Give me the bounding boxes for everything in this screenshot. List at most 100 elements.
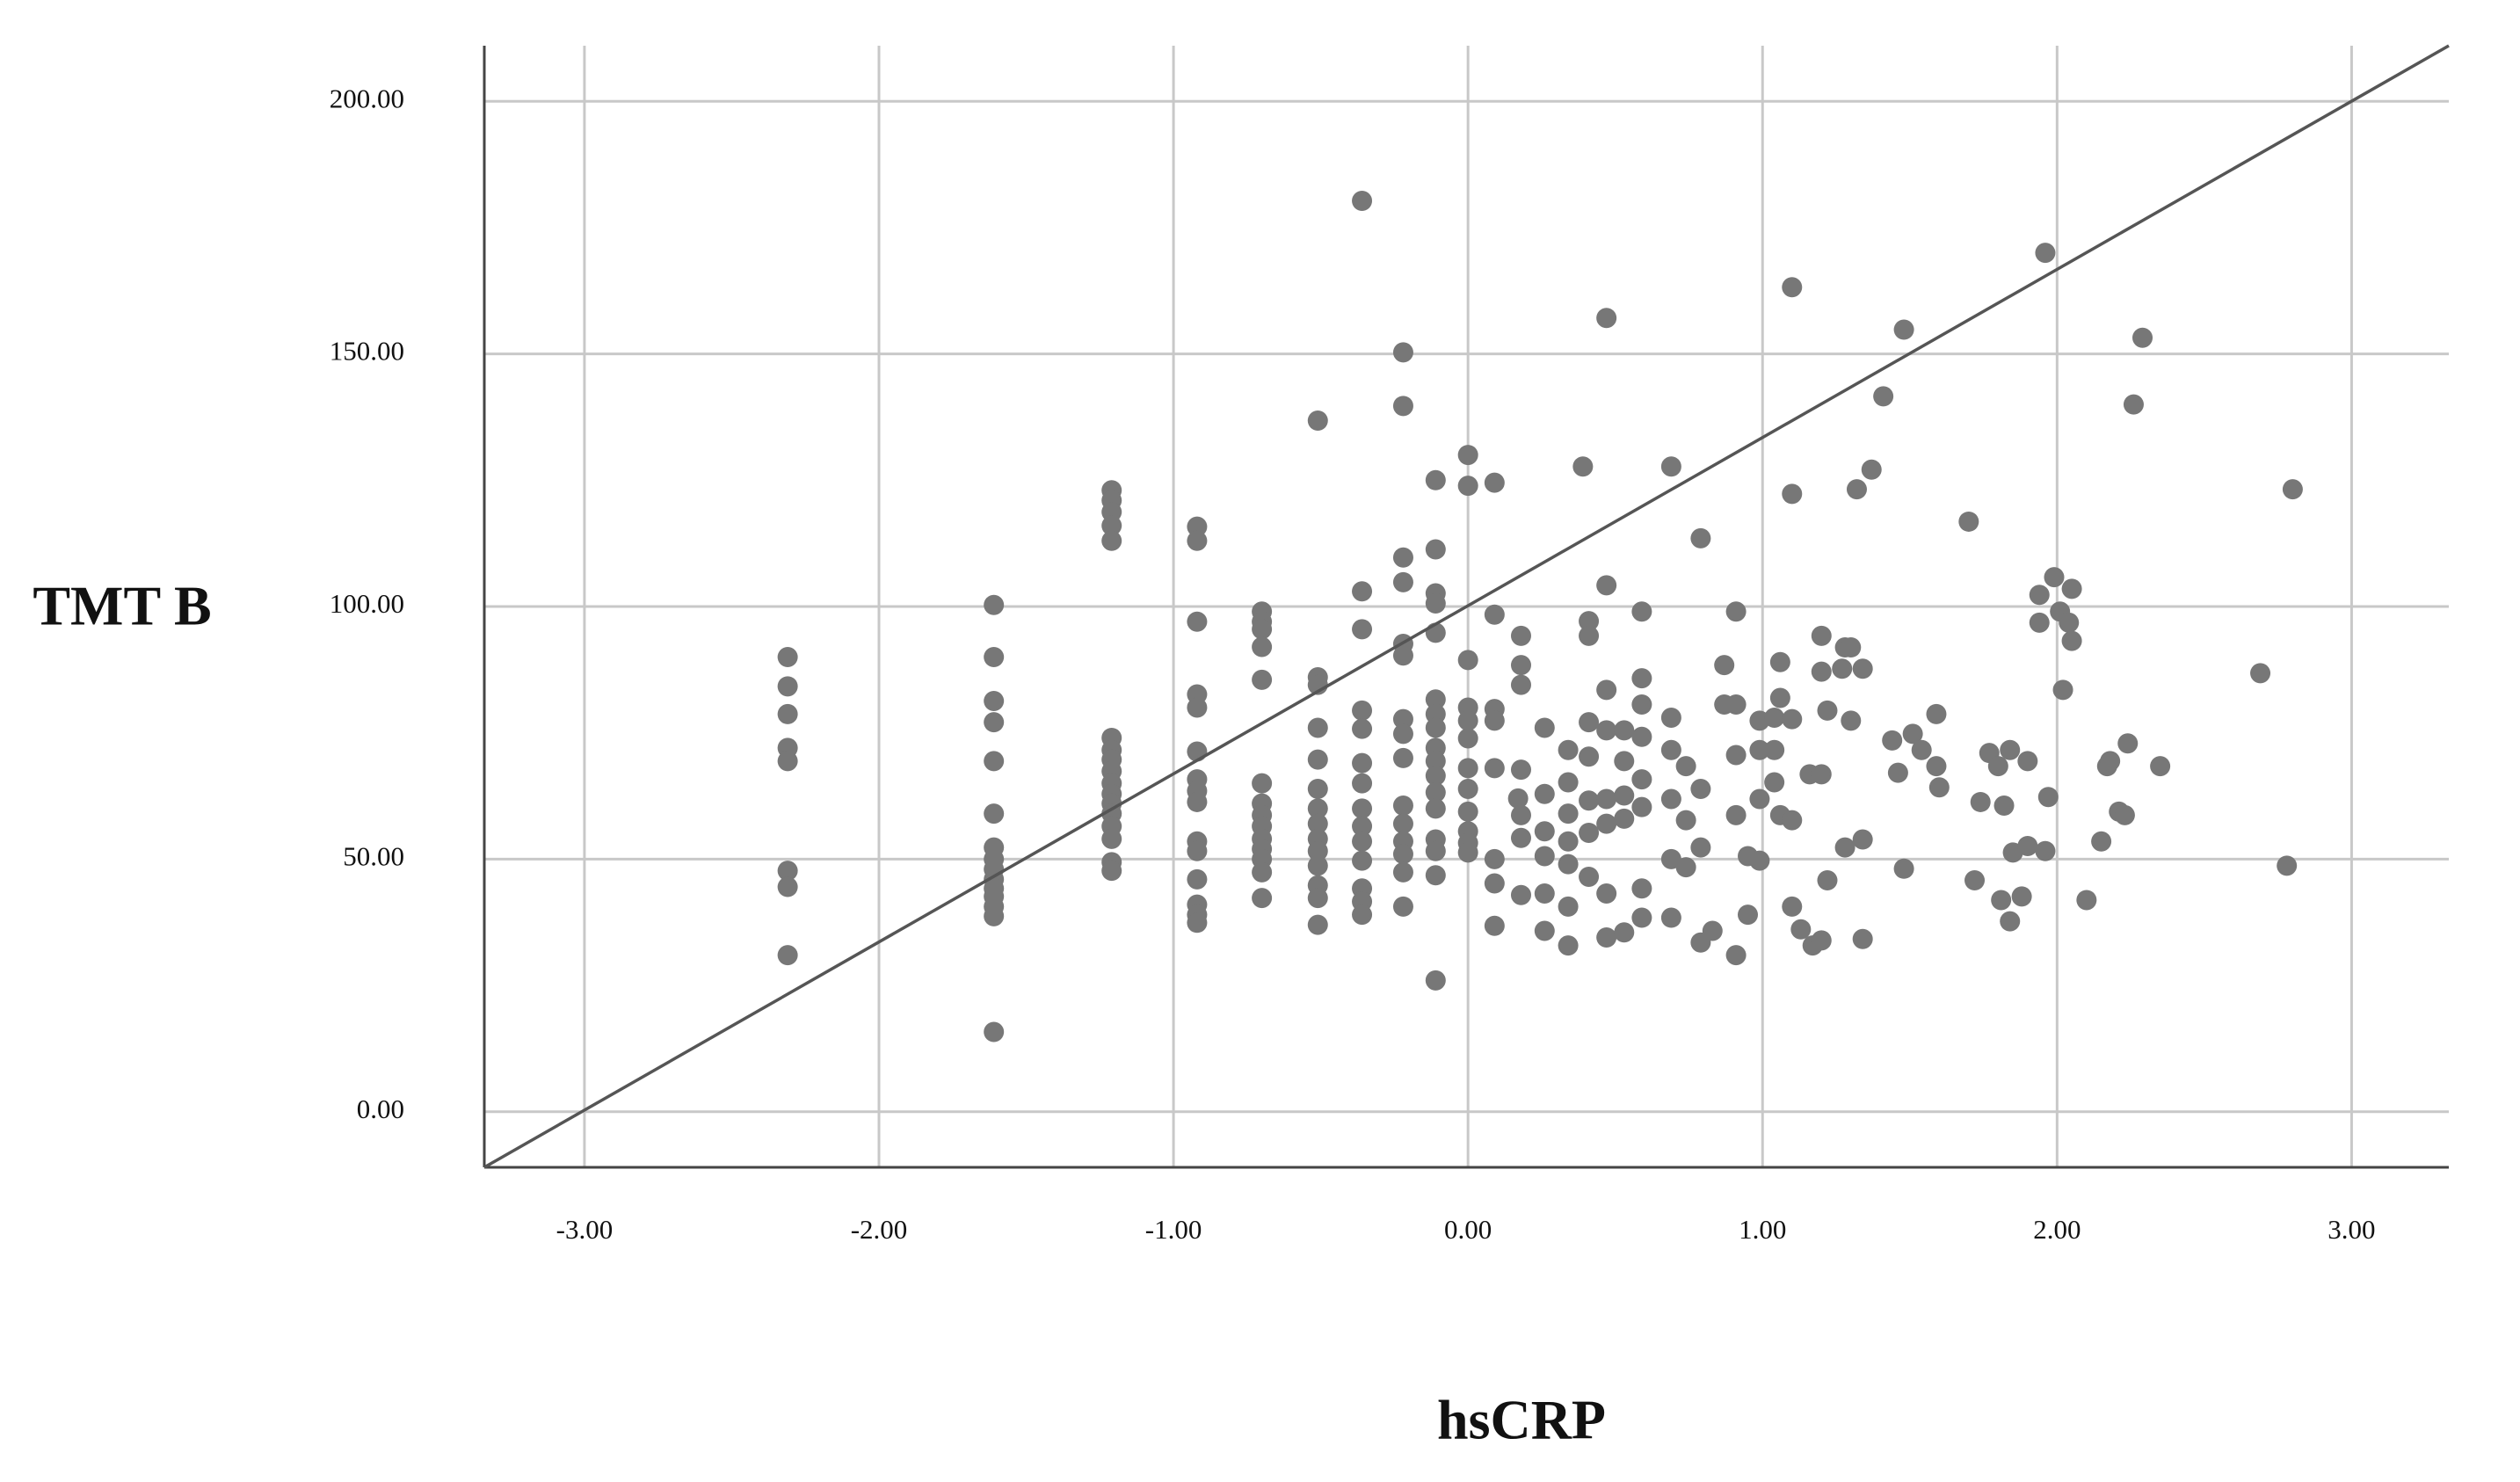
point bbox=[2091, 831, 2112, 852]
point bbox=[2052, 679, 2073, 701]
point bbox=[1252, 669, 1273, 690]
point bbox=[1660, 848, 1681, 869]
point bbox=[1252, 861, 1273, 883]
point bbox=[1660, 456, 1681, 477]
point bbox=[1352, 798, 1373, 819]
point bbox=[1690, 527, 1711, 548]
point bbox=[1534, 846, 1555, 867]
x-tick-label: 3.00 bbox=[2328, 1214, 2375, 1245]
point bbox=[1660, 707, 1681, 728]
point bbox=[2000, 739, 2021, 760]
point bbox=[1579, 746, 1600, 767]
point bbox=[1484, 873, 1505, 894]
point bbox=[1690, 837, 1711, 858]
point bbox=[1425, 840, 1446, 861]
point bbox=[1631, 601, 1652, 622]
point bbox=[1352, 904, 1373, 926]
point bbox=[1187, 912, 1208, 934]
point bbox=[1307, 798, 1328, 819]
point bbox=[1991, 890, 2012, 911]
point bbox=[1187, 840, 1208, 861]
point bbox=[984, 594, 1005, 615]
point bbox=[1841, 710, 1862, 731]
point bbox=[1749, 739, 1770, 760]
point bbox=[1782, 483, 1803, 505]
point bbox=[1660, 907, 1681, 928]
point bbox=[1392, 844, 1413, 865]
y-tick-label: 0.00 bbox=[357, 1093, 404, 1124]
point bbox=[1660, 788, 1681, 810]
point bbox=[1782, 708, 1803, 730]
point bbox=[1817, 700, 1838, 721]
point bbox=[1392, 723, 1413, 745]
point bbox=[1352, 190, 1373, 211]
point bbox=[1782, 277, 1803, 298]
point bbox=[1579, 611, 1600, 632]
point bbox=[1987, 756, 2008, 777]
point bbox=[1307, 888, 1328, 909]
point bbox=[1852, 658, 1873, 679]
point bbox=[1392, 813, 1413, 834]
point bbox=[1893, 319, 1914, 340]
point bbox=[1738, 904, 1759, 926]
x-tick-label: -2.00 bbox=[851, 1214, 908, 1245]
point bbox=[1101, 515, 1122, 536]
point bbox=[1675, 756, 1696, 777]
point bbox=[1534, 920, 1555, 941]
point bbox=[1749, 850, 1770, 871]
point bbox=[1614, 720, 1635, 741]
point bbox=[1352, 773, 1373, 794]
point bbox=[1187, 611, 1208, 632]
point bbox=[1882, 730, 1903, 751]
point bbox=[1101, 530, 1122, 551]
fit-line bbox=[483, 44, 2450, 1169]
point bbox=[1614, 922, 1635, 943]
point bbox=[1596, 788, 1617, 810]
point bbox=[1964, 870, 1986, 891]
point bbox=[1252, 888, 1273, 909]
point bbox=[777, 646, 798, 667]
point bbox=[1596, 679, 1617, 701]
point bbox=[1558, 739, 1579, 760]
point bbox=[984, 803, 1005, 825]
point bbox=[1579, 790, 1600, 811]
point bbox=[1887, 762, 1908, 783]
point bbox=[984, 905, 1005, 926]
point bbox=[1187, 868, 1208, 890]
point bbox=[1579, 625, 1600, 646]
point bbox=[1510, 625, 1531, 646]
point bbox=[1352, 816, 1373, 837]
point bbox=[1307, 855, 1328, 876]
point bbox=[1596, 720, 1617, 741]
point bbox=[2017, 751, 2038, 772]
point bbox=[2029, 585, 2050, 606]
point bbox=[2282, 479, 2303, 500]
point bbox=[1769, 687, 1790, 708]
point bbox=[2123, 394, 2144, 415]
point bbox=[1579, 822, 1600, 843]
point bbox=[1534, 783, 1555, 804]
point bbox=[1392, 342, 1413, 363]
point bbox=[1631, 907, 1652, 928]
point bbox=[1307, 840, 1328, 861]
point bbox=[1352, 581, 1373, 602]
point bbox=[1457, 728, 1478, 749]
point bbox=[1596, 575, 1617, 596]
point bbox=[1764, 772, 1785, 793]
x-axis-title: hsCRP bbox=[1437, 1389, 1606, 1451]
point bbox=[2114, 804, 2135, 825]
point bbox=[1911, 739, 1932, 760]
point bbox=[1392, 571, 1413, 592]
point bbox=[1817, 870, 1838, 891]
point bbox=[1484, 604, 1505, 625]
point bbox=[1457, 842, 1478, 863]
point bbox=[1484, 848, 1505, 869]
point bbox=[1970, 791, 1991, 812]
point bbox=[1392, 645, 1413, 666]
point bbox=[1392, 708, 1413, 730]
point bbox=[1558, 803, 1579, 825]
y-tick-label: 150.00 bbox=[330, 336, 404, 367]
point bbox=[1725, 601, 1747, 622]
point bbox=[777, 751, 798, 772]
point bbox=[1834, 837, 1856, 858]
